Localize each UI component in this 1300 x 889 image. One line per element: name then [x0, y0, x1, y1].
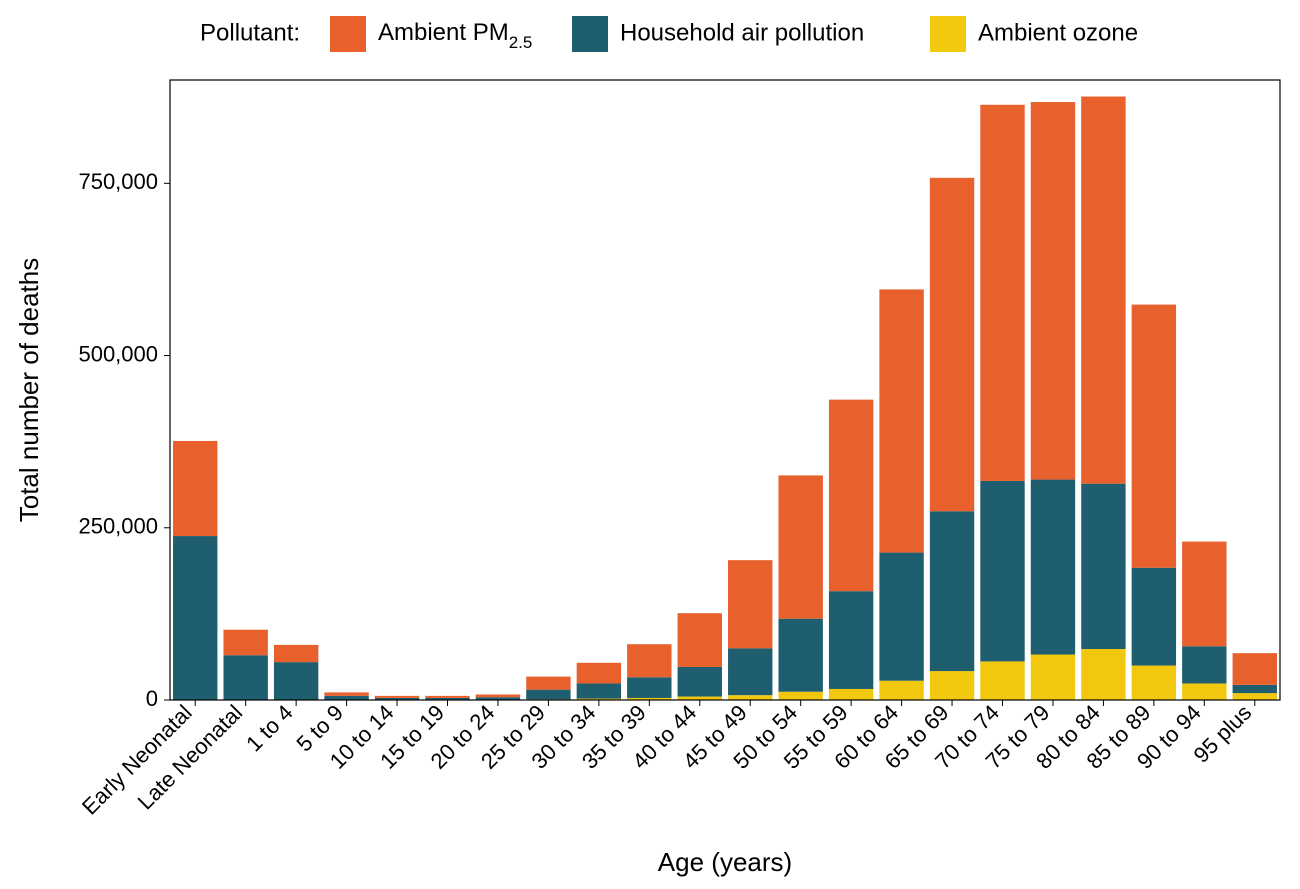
- bar-segment-ozone: [829, 689, 873, 700]
- bar-segment-household: [728, 648, 772, 695]
- bar-segment-ambient_pm25: [627, 644, 671, 677]
- bar-segment-household: [627, 677, 671, 698]
- stacked-bar-chart: 0 250,000 500,000 750,000 Total number of de…: [0, 0, 1300, 889]
- legend-label: Household air pollution: [620, 19, 864, 46]
- y-tick-label: 250,000: [78, 514, 158, 539]
- x-tick-label: 1 to 4: [241, 700, 298, 757]
- bar-segment-household: [173, 536, 217, 700]
- y-tick-label: 0: [146, 686, 158, 711]
- y-tick-label: 750,000: [78, 169, 158, 194]
- bar-segment-household: [1233, 685, 1277, 693]
- bar-segment-ambient_pm25: [1031, 102, 1075, 480]
- bar-segment-ozone: [1132, 666, 1176, 700]
- bar-segment-ambient_pm25: [425, 696, 469, 698]
- legend: Pollutant: Ambient PM2.5 Household air pol…: [200, 16, 1138, 52]
- x-axis-title: Age (years): [658, 847, 792, 877]
- y-axis: 0 250,000 500,000 750,000: [78, 169, 170, 711]
- chart-container: 0 250,000 500,000 750,000 Total number of de…: [0, 0, 1300, 889]
- bar-segment-ambient_pm25: [375, 696, 419, 698]
- bar-segment-ozone: [1182, 683, 1226, 700]
- bar-segment-ambient_pm25: [173, 441, 217, 536]
- bar-segment-ozone: [728, 695, 772, 700]
- bar-segment-household: [980, 481, 1024, 661]
- bar-segment-ozone: [1081, 649, 1125, 700]
- bar-segment-ambient_pm25: [1132, 305, 1176, 568]
- bar-segment-ambient_pm25: [223, 630, 267, 655]
- bar-segment-ozone: [778, 692, 822, 700]
- bar-segment-ambient_pm25: [274, 645, 318, 662]
- bar-segment-ambient_pm25: [324, 692, 368, 695]
- bar-segment-household: [678, 667, 722, 697]
- bar-segment-ambient_pm25: [1182, 542, 1226, 647]
- bar-segment-ambient_pm25: [526, 677, 570, 690]
- legend-label: Ambient PM2.5: [378, 19, 532, 52]
- y-axis-title: Total number of deaths: [14, 258, 44, 523]
- y-tick-label: 500,000: [78, 341, 158, 366]
- bar-segment-ozone: [930, 671, 974, 700]
- x-tick-label: 95 plus: [1188, 700, 1256, 768]
- bars-group: [173, 97, 1277, 700]
- bar-segment-household: [1182, 646, 1226, 683]
- bar-segment-ambient_pm25: [678, 613, 722, 667]
- bar-segment-household: [577, 683, 621, 698]
- bar-segment-household: [1081, 484, 1125, 649]
- bar-segment-household: [526, 690, 570, 700]
- bar-segment-household: [1031, 480, 1075, 655]
- bar-segment-household: [1132, 568, 1176, 666]
- bar-segment-ozone: [1233, 693, 1277, 700]
- legend-label: Ambient ozone: [978, 19, 1138, 46]
- bar-segment-household: [324, 696, 368, 700]
- bar-segment-household: [829, 591, 873, 689]
- bar-segment-ozone: [1031, 655, 1075, 700]
- legend-swatch: [330, 16, 366, 52]
- legend-swatch: [572, 16, 608, 52]
- bar-segment-ambient_pm25: [1081, 97, 1125, 484]
- bar-segment-household: [879, 553, 923, 681]
- bar-segment-ozone: [980, 661, 1024, 700]
- legend-title: Pollutant:: [200, 19, 300, 46]
- bar-segment-household: [274, 662, 318, 700]
- bar-segment-household: [778, 619, 822, 692]
- bar-segment-ambient_pm25: [930, 178, 974, 511]
- bar-segment-ozone: [879, 681, 923, 700]
- bar-segment-household: [223, 655, 267, 700]
- bar-segment-ambient_pm25: [577, 663, 621, 684]
- bar-segment-ambient_pm25: [1233, 653, 1277, 685]
- bar-segment-ambient_pm25: [980, 105, 1024, 481]
- bar-segment-ambient_pm25: [829, 400, 873, 592]
- bar-segment-ambient_pm25: [778, 475, 822, 618]
- legend-swatch: [930, 16, 966, 52]
- bar-segment-household: [930, 511, 974, 671]
- x-axis: Early NeonatalLate Neonatal1 to 45 to 91…: [77, 700, 1256, 820]
- bar-segment-ambient_pm25: [879, 289, 923, 552]
- bar-segment-ambient_pm25: [476, 694, 520, 697]
- bar-segment-ambient_pm25: [728, 560, 772, 648]
